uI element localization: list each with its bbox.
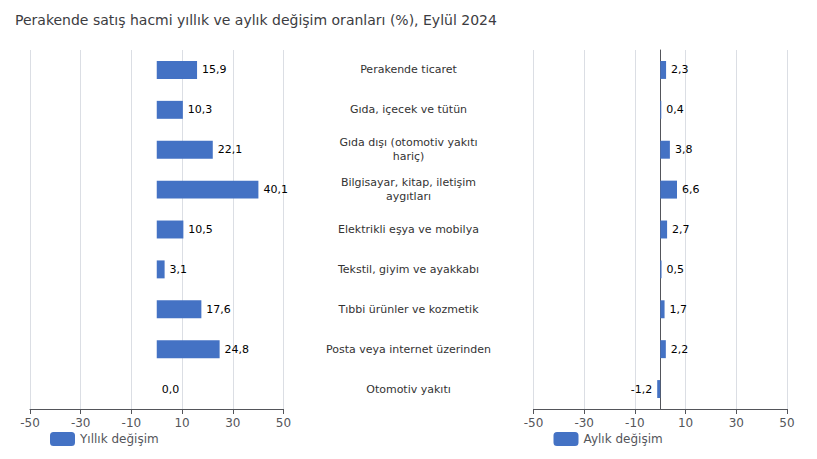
- svg-text:2,2: 2,2: [671, 343, 689, 356]
- svg-text:0,5: 0,5: [667, 263, 685, 276]
- svg-text:Tıbbi ürünler ve kozmetik: Tıbbi ürünler ve kozmetik: [337, 303, 479, 316]
- svg-text:Perakende ticaret: Perakende ticaret: [360, 63, 457, 76]
- svg-text:Otomotiv yakıtı: Otomotiv yakıtı: [366, 383, 451, 396]
- svg-text:Yıllık değişim: Yıllık değişim: [79, 432, 159, 446]
- svg-text:6,6: 6,6: [682, 183, 700, 196]
- svg-text:40,1: 40,1: [263, 183, 288, 196]
- svg-text:17,6: 17,6: [206, 303, 231, 316]
- svg-text:Perakende satış hacmi yıllık v: Perakende satış hacmi yıllık ve aylık de…: [15, 12, 497, 28]
- svg-text:Posta veya internet üzerinden: Posta veya internet üzerinden: [326, 343, 491, 356]
- svg-text:Elektrikli eşya ve mobilya: Elektrikli eşya ve mobilya: [338, 223, 479, 236]
- svg-text:-30: -30: [71, 416, 91, 430]
- svg-text:10,5: 10,5: [188, 223, 213, 236]
- svg-text:Tekstil, giyim ve ayakkabı: Tekstil, giyim ve ayakkabı: [337, 263, 479, 276]
- svg-text:10: 10: [678, 416, 693, 430]
- svg-text:Gıda dışı (otomotiv yakıtı: Gıda dışı (otomotiv yakıtı: [339, 136, 477, 149]
- svg-text:Aylık değişim: Aylık değişim: [584, 432, 663, 446]
- svg-text:-50: -50: [524, 416, 544, 430]
- svg-text:-50: -50: [20, 416, 40, 430]
- svg-text:22,1: 22,1: [218, 143, 243, 156]
- svg-text:-1,2: -1,2: [631, 383, 652, 396]
- svg-text:-10: -10: [625, 416, 645, 430]
- svg-text:30: 30: [225, 416, 240, 430]
- svg-text:2,3: 2,3: [671, 63, 689, 76]
- svg-text:aygıtları: aygıtları: [386, 190, 431, 203]
- svg-text:Bilgisayar, kitap, iletişim: Bilgisayar, kitap, iletişim: [341, 176, 476, 189]
- svg-text:0,0: 0,0: [162, 383, 180, 396]
- svg-text:3,1: 3,1: [170, 263, 188, 276]
- svg-text:10,3: 10,3: [188, 103, 213, 116]
- svg-text:50: 50: [779, 416, 794, 430]
- svg-text:50: 50: [276, 416, 291, 430]
- svg-text:hariç): hariç): [393, 150, 425, 163]
- svg-text:30: 30: [729, 416, 744, 430]
- svg-text:3,8: 3,8: [675, 143, 693, 156]
- svg-text:0,4: 0,4: [666, 103, 684, 116]
- svg-text:Gıda, içecek ve tütün: Gıda, içecek ve tütün: [350, 103, 467, 116]
- svg-text:2,7: 2,7: [672, 223, 690, 236]
- svg-text:-10: -10: [122, 416, 142, 430]
- svg-text:1,7: 1,7: [670, 303, 688, 316]
- svg-text:10: 10: [174, 416, 189, 430]
- svg-text:24,8: 24,8: [225, 343, 250, 356]
- svg-text:-30: -30: [574, 416, 594, 430]
- svg-text:15,9: 15,9: [202, 63, 227, 76]
